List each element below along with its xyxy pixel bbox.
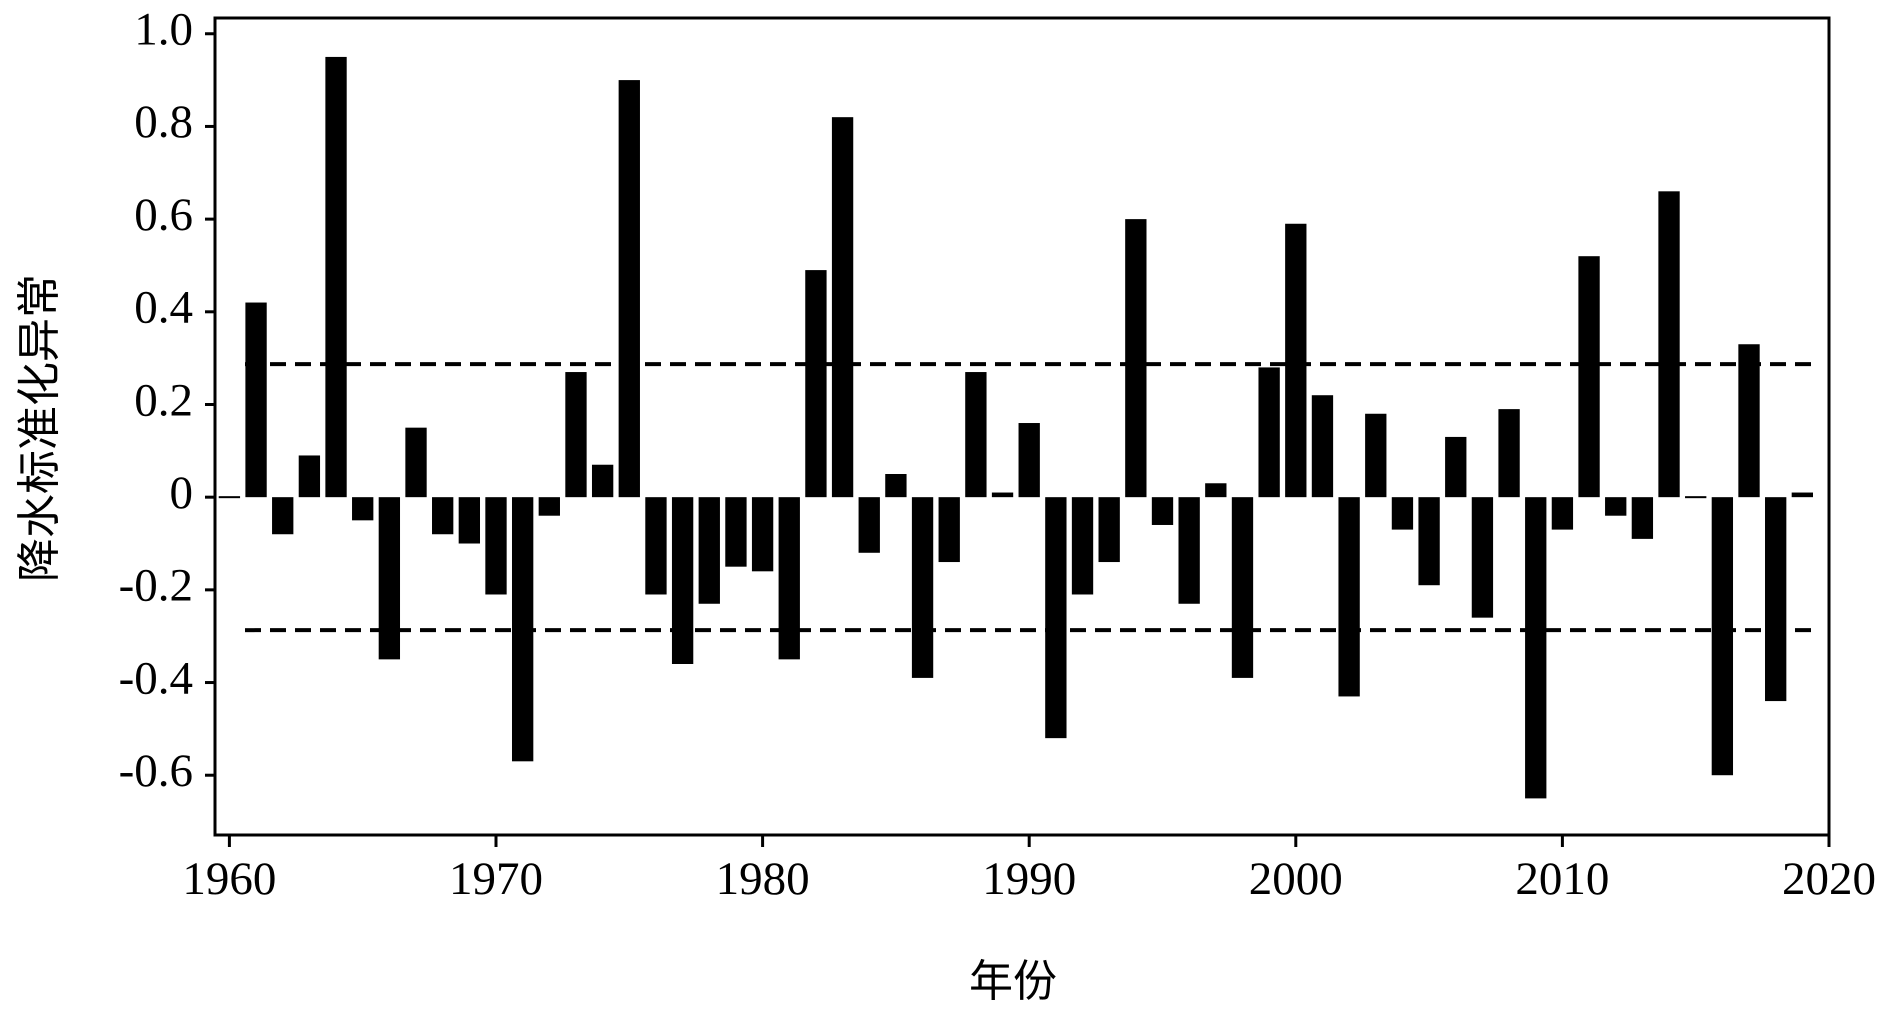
- bar: [1365, 413, 1387, 498]
- bar: [1631, 497, 1654, 539]
- bar: [1418, 497, 1440, 586]
- bar: [1578, 256, 1600, 498]
- bar: [378, 497, 401, 660]
- bar: [1338, 497, 1360, 697]
- bar: [485, 497, 507, 595]
- bar: [1658, 191, 1680, 498]
- bar: [591, 464, 614, 498]
- bar: [1311, 395, 1334, 498]
- bar: [725, 497, 747, 567]
- bar: [885, 474, 907, 498]
- bar: [1525, 497, 1547, 799]
- x-tick-label: 1960: [182, 853, 276, 905]
- bar: [671, 497, 694, 664]
- y-tick-label: 0.6: [134, 189, 193, 241]
- bar: [1765, 497, 1787, 702]
- bar: [805, 270, 827, 498]
- x-tick-label: 1980: [716, 853, 810, 905]
- y-tick-label: 0.4: [134, 282, 193, 334]
- y-axis-label: 降水标准化异常: [14, 274, 65, 582]
- x-tick-label: 1990: [982, 853, 1076, 905]
- x-tick-label: 2010: [1515, 853, 1609, 905]
- bar: [1098, 497, 1120, 563]
- bar: [618, 80, 640, 498]
- y-tick-label: -0.2: [119, 560, 193, 612]
- bar: [645, 497, 667, 595]
- bar: [458, 497, 481, 544]
- bar: [352, 497, 374, 521]
- bar: [1605, 497, 1627, 516]
- bar: [1125, 219, 1147, 498]
- plot-frame: [213, 16, 1831, 837]
- bar: [1018, 423, 1040, 498]
- y-tick-label: 0.2: [134, 374, 193, 426]
- bar: [1151, 497, 1174, 525]
- x-tick-label: 2020: [1782, 853, 1876, 905]
- bar: [778, 497, 800, 660]
- bar: [1071, 497, 1094, 595]
- bar: [831, 117, 854, 498]
- x-axis-label: 年份: [969, 956, 1057, 1007]
- bar: [965, 372, 987, 498]
- bar: [1391, 497, 1414, 530]
- bar: [751, 497, 774, 572]
- x-tick-label: 2000: [1249, 853, 1343, 905]
- bar: [698, 497, 720, 604]
- y-tick-label: 0.8: [134, 96, 193, 148]
- bar: [245, 302, 267, 498]
- bar: [272, 497, 294, 535]
- bar: [911, 497, 934, 678]
- y-tick-label: -0.6: [119, 745, 193, 797]
- bar: [991, 492, 1014, 498]
- bar: [938, 497, 960, 563]
- bar: [858, 497, 880, 553]
- bar: [1045, 497, 1067, 739]
- y-tick-label: -0.4: [119, 652, 193, 704]
- bar: [1791, 492, 1814, 498]
- bar: [1285, 223, 1307, 498]
- bar: [1711, 497, 1734, 776]
- bar: [298, 455, 321, 498]
- bar: [325, 56, 347, 498]
- bar: [1178, 497, 1200, 604]
- bar: [1205, 483, 1227, 498]
- bar: [405, 427, 427, 498]
- bar: [1258, 367, 1280, 498]
- bar: [432, 497, 454, 535]
- bar: [1498, 409, 1520, 498]
- bar: [1551, 497, 1574, 530]
- bar: [538, 497, 560, 516]
- x-tick-label: 1970: [449, 853, 543, 905]
- bar: [218, 496, 241, 499]
- bar: [1231, 497, 1254, 678]
- bar: [1685, 496, 1707, 499]
- bar: [1738, 344, 1760, 498]
- y-tick-label: 0: [170, 467, 194, 519]
- bar: [565, 372, 587, 498]
- bar: [1471, 497, 1494, 618]
- bar: [1445, 436, 1467, 498]
- y-tick-label: 1.0: [134, 4, 193, 56]
